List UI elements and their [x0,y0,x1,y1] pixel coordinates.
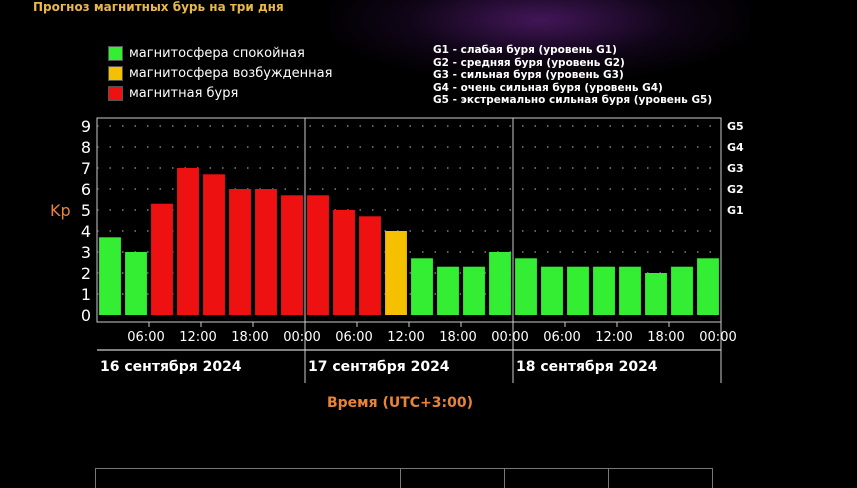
x-tick-label: 18:00 [231,330,268,345]
kp-bar [385,231,407,315]
legend-item-excited: магнитосфера возбужденная [108,63,332,83]
kp-bar [281,195,303,315]
kp-bar [489,252,511,315]
y-tick-label: 7 [81,159,91,178]
x-tick-label: 12:00 [179,330,216,345]
y-tick-label: 8 [81,138,91,157]
y-tick-label: 9 [81,117,91,136]
legend-swatch-quiet [108,45,123,61]
kp-bar [99,237,121,315]
y-tick-label: 1 [81,285,91,304]
legend-item-quiet: магнитосфера спокойная [108,43,332,63]
kp-bar [463,266,485,315]
kp-bar [203,174,225,315]
kp-bar [177,168,199,315]
x-tick-label: 00:00 [699,330,736,345]
legend-swatch-excited [108,65,123,81]
g-legend-g1: G1 - слабая буря (уровень G1) [433,44,617,56]
x-tick-label: 06:00 [543,330,580,345]
background-glow [330,0,750,80]
kp-bar [671,266,693,315]
g-legend-g3: G3 - сильная буря (уровень G3) [433,69,624,81]
x-axis-title: Время (UTC+3:00) [327,395,473,411]
kp-bar [125,252,147,315]
y-tick-label: 0 [81,306,91,325]
legend-swatch-storm [108,85,123,101]
bottom-table-divider [504,469,505,488]
legend-label-quiet: магнитосфера спокойная [129,45,305,61]
kp-bar [229,189,251,315]
y-tick-label: 5 [81,201,91,220]
kp-bar [541,266,563,315]
g-legend-g5: G5 - экстремально сильная буря (уровень … [433,94,713,106]
y-tick-label: 4 [81,222,91,241]
kp-bar [593,266,615,315]
x-tick-label: 18:00 [439,330,476,345]
x-tick-label: 12:00 [387,330,424,345]
bottom-table-divider [400,469,401,488]
g-tick-label: G2 [727,183,744,196]
storm-level-legend: G1 - слабая буря (уровень G1) G2 - средн… [433,44,712,107]
bottom-table-divider [608,469,609,488]
y-tick-label: 6 [81,180,91,199]
kp-bar [437,266,459,315]
y-axis-label: Kp [50,201,71,220]
y-tick-label: 3 [81,243,91,262]
kp-bar [619,266,641,315]
x-tick-label: 06:00 [127,330,164,345]
legend-label-storm: магнитная буря [129,85,239,101]
legend-item-storm: магнитная буря [108,83,332,103]
kp-bar [151,203,173,315]
g-tick-label: G4 [727,141,744,154]
x-tick-label: 00:00 [283,330,320,345]
kp-bar [411,258,433,315]
kp-bar [255,189,277,315]
kp-bar [307,195,329,315]
x-tick-label: 06:00 [335,330,372,345]
g-tick-label: G3 [727,162,744,175]
legend-label-excited: магнитосфера возбужденная [129,65,333,81]
kp-bar [567,266,589,315]
x-tick-label: 00:00 [491,330,528,345]
kp-bar [697,258,719,315]
day-label: 17 сентября 2024 [308,359,450,375]
g-legend-g4: G4 - очень сильная буря (уровень G4) [433,81,663,94]
bottom-table [95,468,713,488]
kp-bar [515,258,537,315]
g-tick-label: G5 [727,120,744,133]
g-tick-label: G1 [727,204,744,217]
kp-bar [333,210,355,315]
kp-bar [645,273,667,315]
x-tick-label: 18:00 [647,330,684,345]
y-tick-label: 2 [81,264,91,283]
day-label: 16 сентября 2024 [100,359,242,375]
g-legend-g2: G2 - средняя буря (уровень G2) [433,56,625,69]
color-legend: магнитосфера спокойная магнитосфера возб… [108,43,332,103]
page-title: Прогноз магнитных бурь на три дня [33,0,284,14]
kp-bar [359,216,381,315]
x-tick-label: 12:00 [595,330,632,345]
day-label: 18 сентября 2024 [516,359,658,375]
